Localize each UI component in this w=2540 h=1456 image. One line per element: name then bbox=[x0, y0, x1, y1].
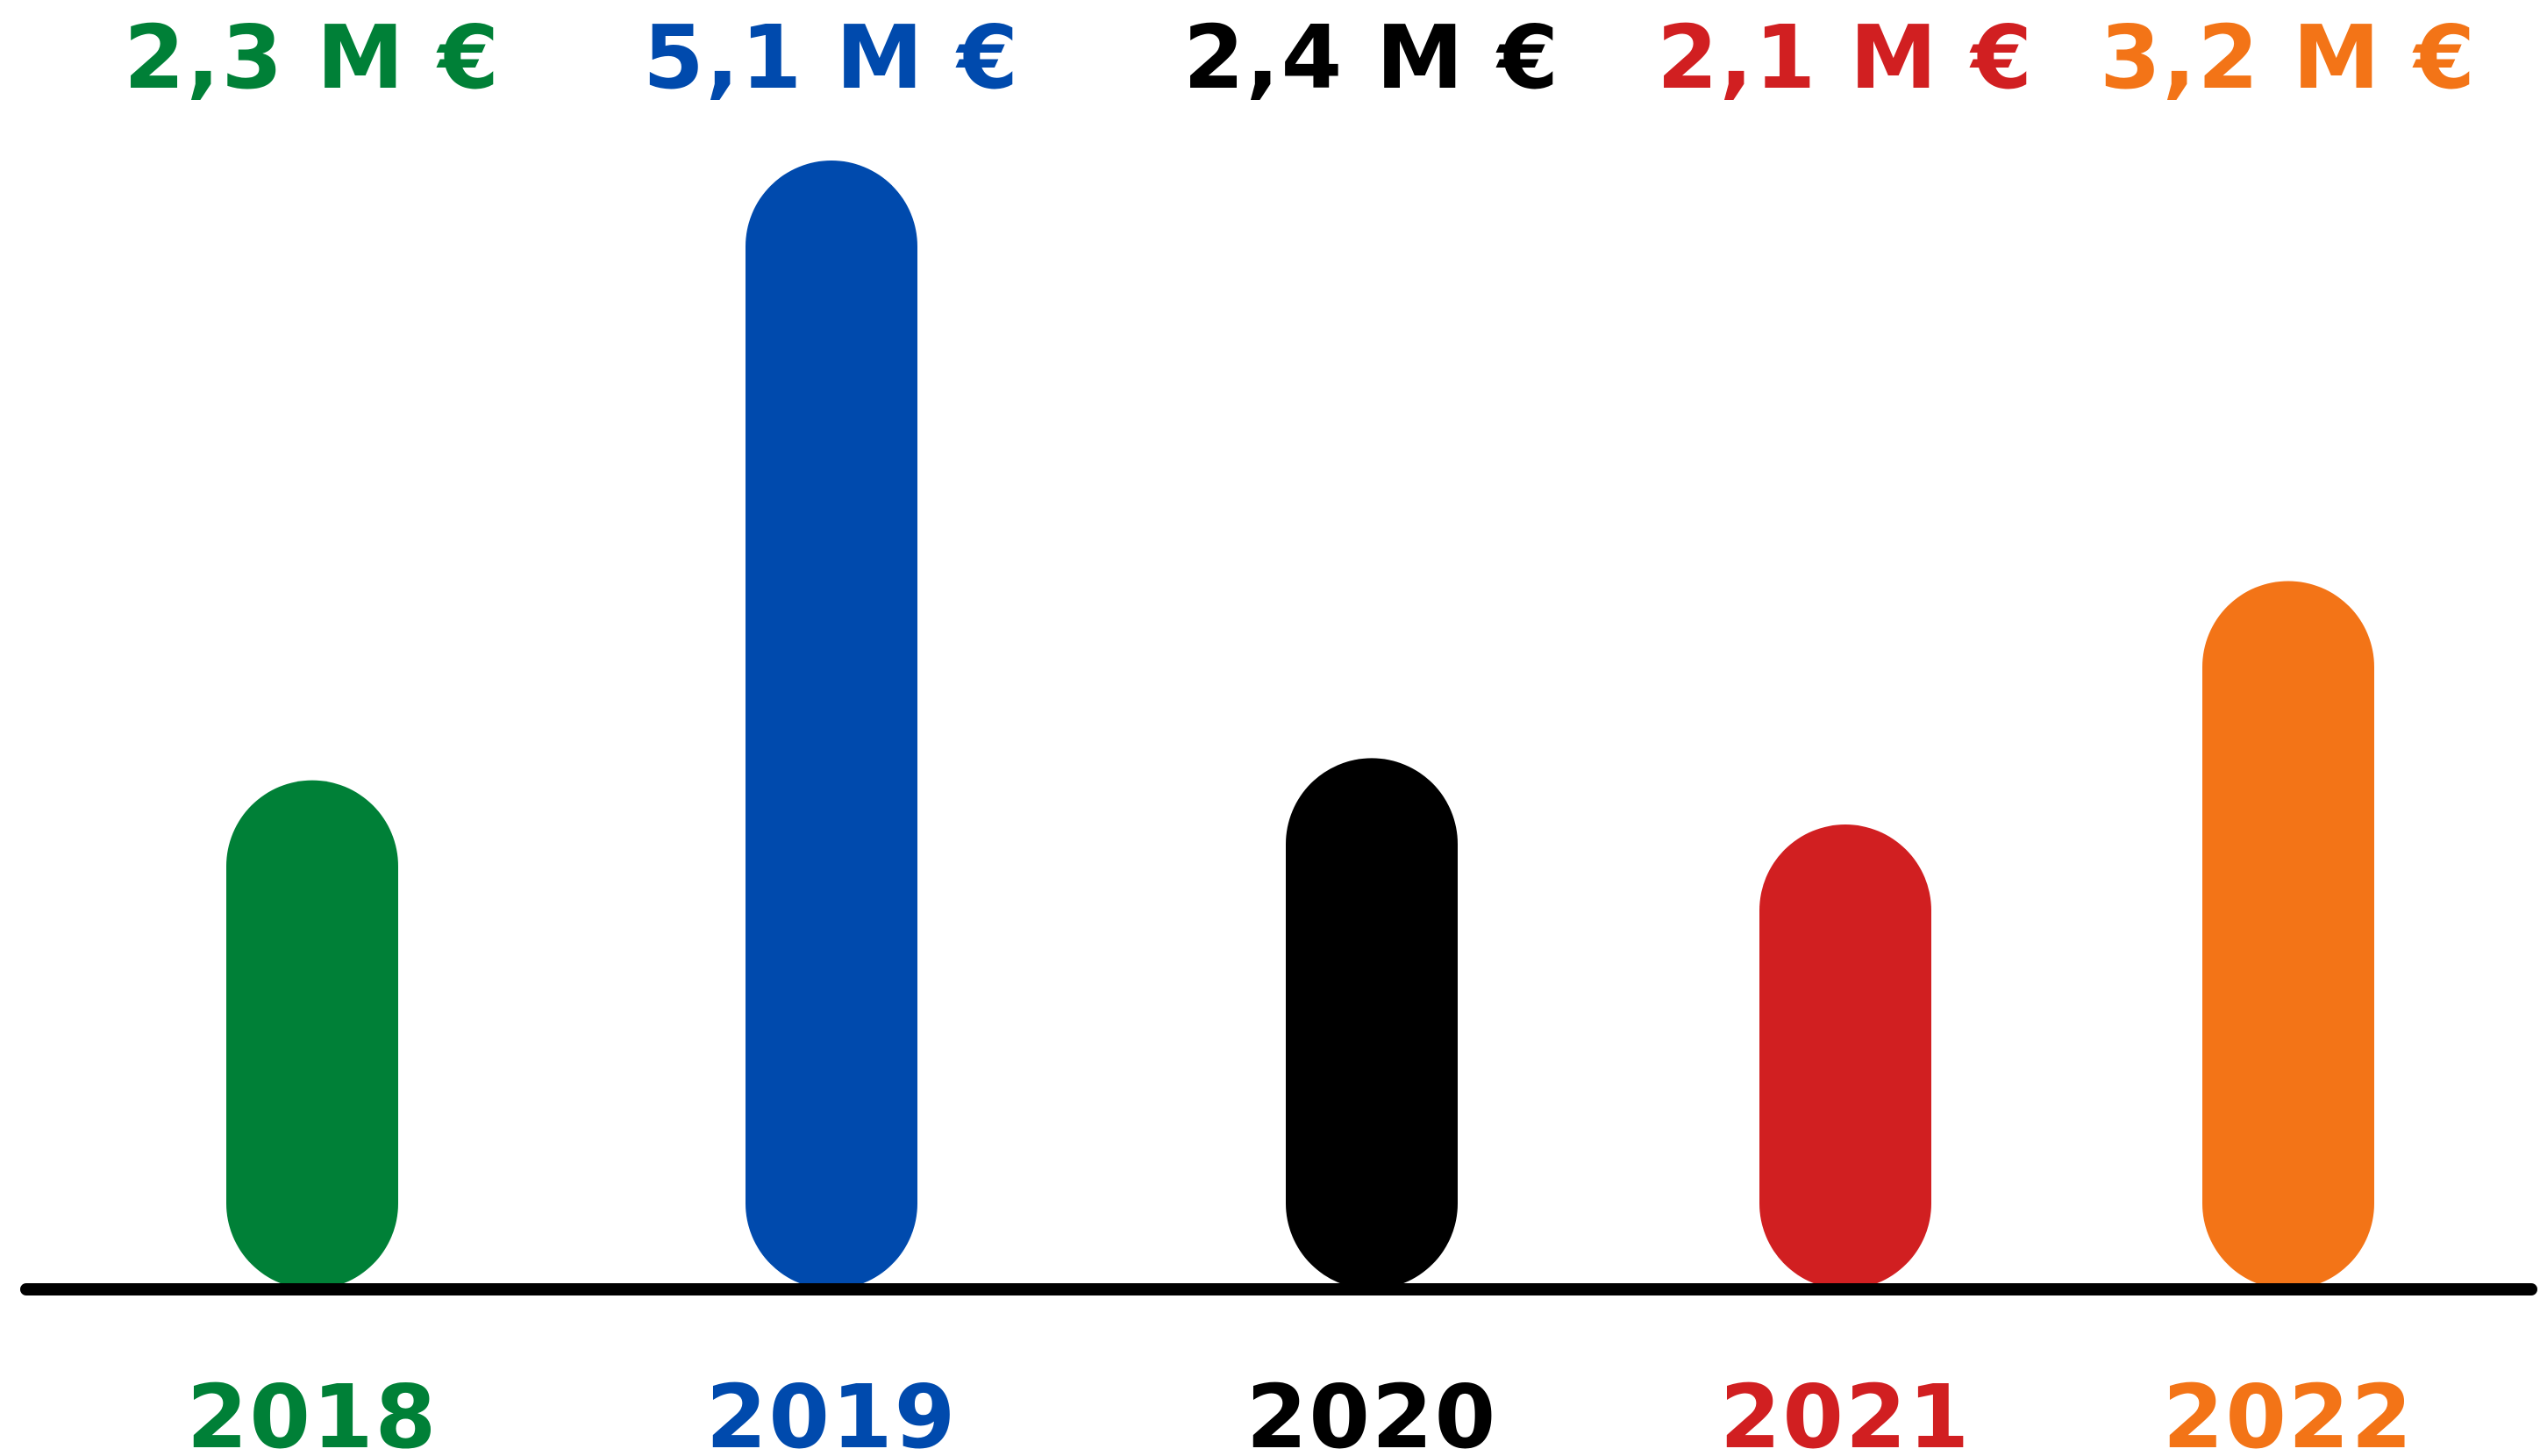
x-tick-label-2018: 2018 bbox=[187, 1366, 438, 1456]
value-label-2022: 3,2 M € bbox=[2100, 6, 2477, 109]
bar-2018 bbox=[226, 780, 398, 1289]
x-tick-label-2022: 2022 bbox=[2163, 1366, 2414, 1456]
value-label-2020: 2,4 M € bbox=[1183, 6, 1560, 109]
value-label-2018: 2,3 M € bbox=[124, 6, 501, 109]
value-label-2021: 2,1 M € bbox=[1657, 6, 2034, 109]
bars-layer bbox=[226, 161, 2374, 1289]
x-tick-label-2021: 2021 bbox=[1720, 1366, 1971, 1456]
x-tick-label-2020: 2020 bbox=[1246, 1366, 1497, 1456]
bar-2022 bbox=[2202, 581, 2374, 1289]
labels-layer: 2,3 M € 2018 5,1 M € 2019 2,4 M € 2020 2,1 M €… bbox=[124, 6, 2477, 1456]
bar-2021 bbox=[1759, 824, 1931, 1289]
bar-2019 bbox=[746, 161, 917, 1289]
bar-2020 bbox=[1286, 758, 1458, 1289]
value-label-2019: 5,1 M € bbox=[643, 6, 1020, 109]
x-tick-label-2019: 2019 bbox=[706, 1366, 957, 1456]
